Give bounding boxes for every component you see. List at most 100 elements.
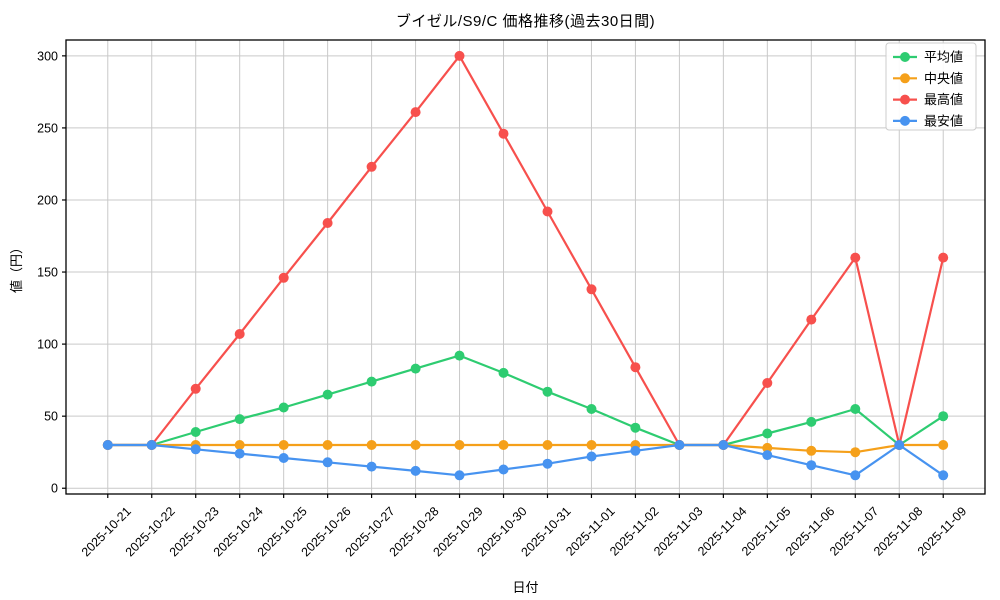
data-point [630, 362, 641, 373]
data-point [366, 461, 377, 472]
data-point [630, 422, 641, 433]
data-point [586, 451, 597, 462]
data-point [410, 107, 421, 118]
chart-title: ブイゼル/S9/C 価格推移(過去30日間) [395, 13, 656, 30]
series-最高値 [102, 50, 949, 450]
legend-marker [900, 94, 910, 105]
data-point [542, 386, 553, 397]
data-point [850, 252, 861, 263]
data-point [674, 440, 685, 450]
data-point [102, 440, 113, 450]
data-point [586, 440, 597, 450]
series-line [107, 354, 944, 447]
legend-marker [900, 115, 910, 126]
y-tick-label: 300 [37, 49, 58, 63]
data-point [762, 428, 773, 439]
legend-label: 中央値 [924, 71, 963, 86]
series-最安値 [102, 440, 949, 481]
data-point [586, 404, 597, 414]
legend-item: 最安値 [893, 113, 963, 128]
data-point [498, 440, 509, 450]
data-point [366, 161, 377, 172]
data-point [762, 378, 773, 388]
y-tick-label: 200 [37, 193, 58, 207]
data-point [190, 383, 201, 394]
data-point [454, 440, 465, 450]
series-line [107, 54, 945, 447]
data-point [806, 416, 817, 427]
legend-marker [900, 73, 910, 84]
legend-label: 最安値 [924, 113, 963, 128]
legend-label: 平均値 [924, 50, 963, 65]
data-point [410, 465, 421, 476]
data-point [190, 427, 201, 437]
data-point [410, 440, 421, 450]
y-tick-label: 0 [51, 482, 58, 496]
data-point [586, 284, 597, 295]
series-line [107, 443, 944, 454]
data-point [190, 444, 201, 455]
data-point [366, 376, 377, 387]
legend-item: 平均値 [893, 50, 963, 65]
data-point [762, 450, 773, 461]
data-point [234, 440, 245, 450]
data-point [454, 50, 465, 61]
data-point [938, 411, 949, 422]
data-point [850, 470, 861, 481]
data-point [278, 402, 289, 413]
data-point [938, 252, 949, 263]
data-point [718, 440, 729, 450]
data-point [630, 445, 641, 456]
data-point [234, 448, 245, 459]
legend-box [885, 42, 977, 131]
y-tick-label: 150 [37, 266, 58, 280]
plot-border [65, 39, 986, 495]
data-point [234, 329, 245, 339]
data-point [278, 272, 289, 283]
legend-item: 最高値 [893, 92, 963, 107]
data-point [322, 440, 333, 450]
data-point [454, 470, 465, 481]
series-中央値 [102, 440, 949, 458]
legend-label: 最高値 [924, 92, 963, 107]
data-point [322, 457, 333, 468]
data-point [806, 460, 817, 471]
data-point [146, 440, 157, 450]
data-point [410, 363, 421, 374]
grid [66, 40, 985, 494]
y-tick-label: 50 [44, 410, 58, 424]
data-point [850, 404, 861, 414]
data-point [542, 458, 553, 469]
data-point [542, 440, 553, 450]
data-point [322, 389, 333, 400]
x-axis-label: 日付 [512, 580, 539, 595]
data-point [542, 206, 553, 217]
data-point [894, 440, 905, 450]
data-point [850, 447, 861, 458]
data-point [806, 314, 817, 325]
y-tick-label: 100 [37, 338, 58, 352]
series-平均値 [102, 350, 949, 450]
ticks [62, 55, 944, 498]
data-point [366, 440, 377, 450]
data-point [454, 350, 465, 361]
data-point [278, 440, 289, 450]
series-line [107, 443, 944, 477]
data-point [938, 470, 949, 481]
data-point [498, 128, 509, 139]
legend-marker [900, 52, 910, 62]
y-tick-label: 250 [37, 121, 58, 135]
data-point [498, 464, 509, 475]
data-point [938, 440, 949, 450]
data-point [498, 367, 509, 378]
data-point [322, 218, 333, 228]
data-point [234, 414, 245, 425]
y-axis-label: 値（円） [9, 241, 24, 294]
data-point [278, 453, 289, 463]
data-point [762, 442, 773, 453]
data-point [806, 445, 817, 456]
legend-item: 中央値 [893, 71, 963, 86]
